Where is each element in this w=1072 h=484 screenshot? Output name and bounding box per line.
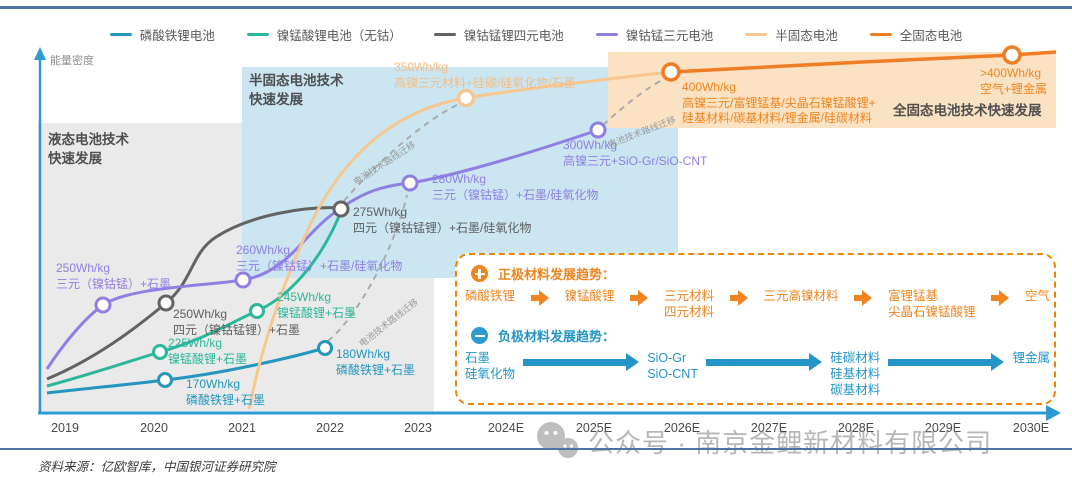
x-tick: 2024E (487, 421, 525, 435)
legend-item-ncm: 镍钴锰三元电池 (595, 25, 714, 44)
x-tick: 2028E (837, 421, 875, 435)
legend-label: 全固态电池 (899, 29, 963, 43)
label-ncm-250: 250Wh/kg 三元（镍钴锰）+石墨 (56, 261, 172, 291)
bottom-divider (0, 448, 1072, 450)
cathode-trend-header: 正极材料发展趋势： (471, 264, 615, 283)
curve-semisolid (247, 70, 672, 410)
source-note: 资料来源：亿欧智库，中国银河证券研究院 (38, 460, 276, 474)
legend-label: 镍锰酸锂电池（无钴） (276, 29, 402, 43)
axes (34, 47, 1061, 421)
arrow-right-icon (991, 290, 1010, 306)
arrow-right-icon (705, 353, 823, 371)
curve-lnmo (46, 203, 346, 388)
minus-icon (471, 327, 488, 344)
migration-dashed-lines (327, 78, 665, 342)
label-quad-275: 275Wh/kg 四元（镍钴锰锂）+石墨/硅氧化物 (353, 205, 532, 235)
legend-label: 镍钴锰三元电池 (625, 29, 714, 43)
x-tick: 2025E (575, 421, 613, 435)
anode-trend-header: 负极材料发展趋势： (471, 326, 615, 345)
x-tick: 2023 (404, 421, 432, 435)
line-swatch-icon (109, 32, 132, 37)
label-quad-250: 250Wh/kg 四元（镍钴锰锂）+石墨 (173, 307, 301, 337)
line-swatch-icon (869, 32, 892, 37)
arrow-right-icon (888, 353, 1005, 371)
label-lfp-170: 170Wh/kg 磷酸铁锂+石墨 (186, 377, 266, 407)
curve-quad (46, 206, 342, 381)
arrow-right-icon (630, 290, 649, 306)
x-tick: 2019 (51, 421, 79, 435)
curve-allsolid (670, 50, 1057, 74)
cathode-trend-title: 正极材料发展趋势： (498, 267, 616, 282)
label-ncm-280: 280Wh/kg 三元（镍钴锰）+石墨/硅氧化物 (432, 172, 599, 202)
line-swatch-icon (745, 32, 768, 37)
x-tick: 2030E (1012, 421, 1050, 435)
legend-label: 镍钴锰锂四元电池 (463, 29, 564, 43)
x-tick: 2026E (663, 421, 701, 435)
cathode-trend-steps: 磷酸铁锂 镍锰酸锂 三元材料 四元材料 三元高镍材料 富锂锰基 尖晶石镍锰酸锂 空气 (465, 289, 1050, 319)
arrow-right-icon (530, 290, 549, 306)
legend-item-lfp: 磷酸铁锂电池 (109, 25, 215, 44)
legend-item-allsolid: 全固态电池 (869, 25, 963, 44)
arrow-right-icon (854, 290, 873, 306)
legend-label: 半固态电池 (775, 29, 838, 43)
arrow-right-icon (523, 353, 640, 371)
label-lnmo-225: 225Wh/kg 镍锰酸锂+石墨 (168, 336, 248, 366)
label-lnmo-245: 245Wh/kg 镍锰酸锂+石墨 (277, 290, 357, 320)
line-swatch-icon (595, 32, 618, 37)
material-trends-panel: 正极材料发展趋势： 磷酸铁锂 镍锰酸锂 三元材料 四元材料 三元高镍材料 富锂锰基… (455, 253, 1056, 405)
arrow-right-icon (729, 290, 748, 306)
legend-label: 磷酸铁锂电池 (139, 29, 215, 43)
y-axis-label: 能量密度 (50, 55, 94, 67)
phase-title-liquid: 液态电池技术 快速发展 (48, 132, 129, 166)
data-markers (94, 45, 1022, 388)
x-tick: 2020 (140, 421, 168, 435)
anode-trend-title: 负极材料发展趋势： (498, 329, 616, 344)
phase-title-allsolid: 全固态电池技术快速发展 (893, 103, 1042, 118)
phase-title-semisolid: 半固态电池技术 快速发展 (249, 73, 344, 107)
legend-item-lnmo: 镍锰酸锂电池（无钴） (246, 25, 402, 44)
line-swatch-icon (433, 32, 456, 37)
label-ncm-260: 260Wh/kg 三元（镍钴锰）+石墨/硅氧化物 (236, 243, 403, 273)
legend-item-quad: 镍钴锰锂四元电池 (433, 25, 564, 44)
x-tick: 2027E (750, 421, 788, 435)
x-tick: 2022 (316, 421, 344, 435)
label-allsolid-400: 400Wh/kg 高镍三元/富锂锰基/尖晶石镍锰酸锂+ 硅基材料/碳基材料/锂金… (682, 80, 876, 125)
anode-trend-steps: 石墨 硅氧化物 SiO-Gr SiO-CNT 硅碳材料 硅基材料 碳基材料 锂金属 (465, 351, 1050, 397)
x-tick: 2029E (924, 421, 962, 435)
top-divider (0, 6, 1072, 9)
label-ncm-300: 300Wh/kg 高镍三元+SiO-Gr/SiO-CNT (563, 138, 708, 168)
label-allsolid-400plus: >400Wh/kg 空气+锂金属 (980, 66, 1048, 96)
x-tick: 2021 (228, 421, 256, 435)
plus-icon (471, 265, 488, 282)
chart-legend: 磷酸铁锂电池 镍锰酸锂电池（无钴） 镍钴锰锂四元电池 镍钴锰三元电池 半固态电池… (0, 25, 1072, 44)
label-lfp-180: 180Wh/kg 磷酸铁锂+石墨 (336, 347, 416, 377)
legend-item-semisolid: 半固态电池 (745, 25, 838, 44)
line-swatch-icon (246, 32, 269, 37)
label-semisolid-350: 350Wh/kg 高镍三元材料+硅碳/硅氧化物/石墨 (394, 60, 576, 90)
